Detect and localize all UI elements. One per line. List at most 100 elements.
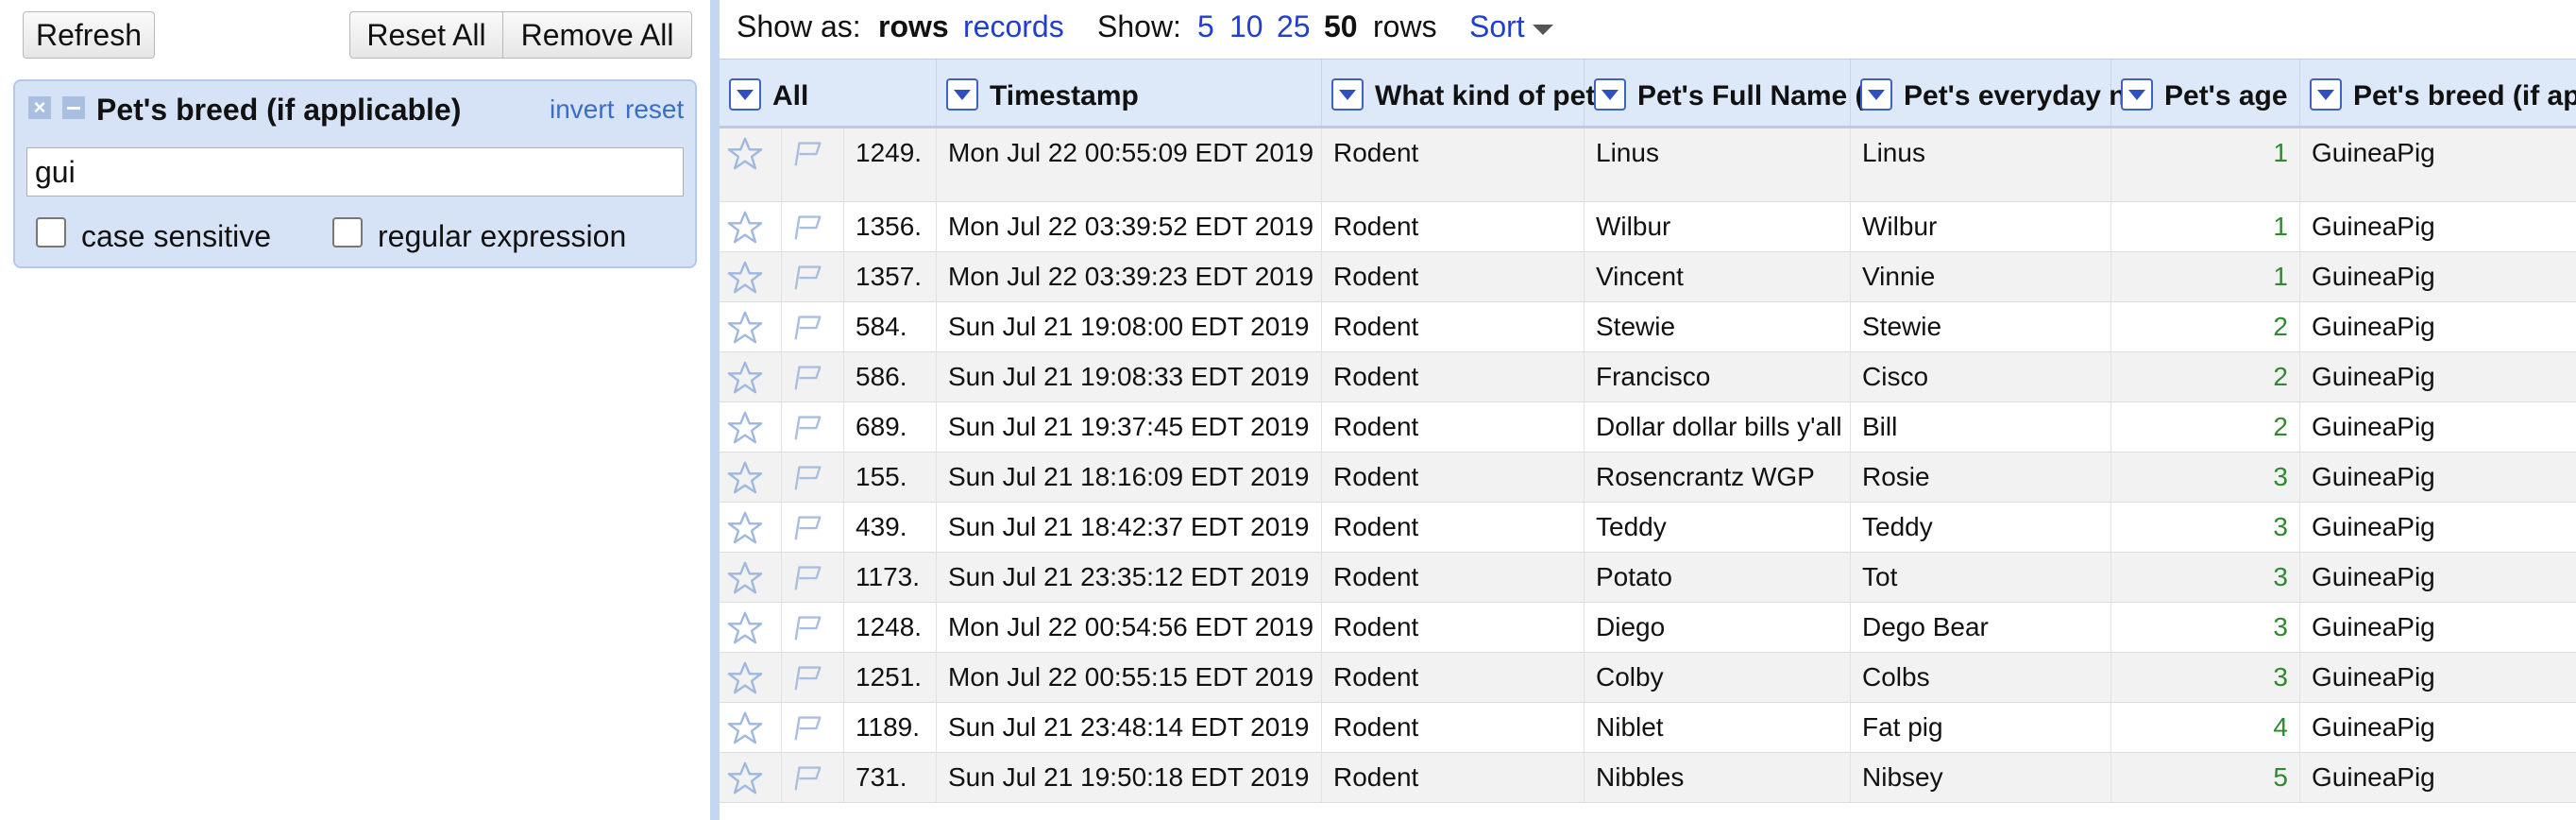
column-header-kind[interactable]: What kind of pet — [1322, 60, 1595, 126]
cell-age: 2 — [2111, 302, 2300, 351]
column-header-age[interactable]: Pet's age — [2111, 60, 2300, 126]
star-icon[interactable] — [727, 210, 763, 246]
star-icon[interactable] — [727, 460, 763, 496]
chevron-down-icon[interactable] — [946, 78, 978, 111]
facet-search-input[interactable] — [26, 147, 684, 196]
flag-icon[interactable] — [789, 710, 825, 746]
column-header-breed[interactable]: Pet's breed (if ap — [2300, 60, 2576, 126]
column-header-all[interactable]: All — [720, 60, 937, 126]
row-index: 439. — [844, 503, 937, 552]
facet-header: × Pet's breed (if applicable) invert res… — [15, 81, 695, 138]
cell-text: 584. — [856, 312, 907, 341]
flag-icon[interactable] — [789, 660, 825, 696]
star-cell — [720, 553, 782, 602]
star-cell — [720, 703, 782, 752]
cell-full-name: Stewie — [1585, 302, 1851, 351]
cell-full-name: Niblet — [1585, 703, 1851, 752]
flag-icon[interactable] — [789, 510, 825, 546]
cell-text: Sun Jul 21 19:50:18 EDT 2019 — [948, 762, 1310, 792]
mode-rows: rows — [878, 9, 949, 43]
star-icon[interactable] — [727, 660, 763, 696]
flag-cell — [782, 553, 844, 602]
chevron-down-icon[interactable] — [1331, 78, 1364, 111]
cell-text: Sun Jul 21 19:08:00 EDT 2019 — [948, 312, 1310, 341]
cell-kind: Rodent — [1322, 703, 1585, 752]
mode-records-link[interactable]: records — [963, 9, 1064, 43]
cell-everyday-name: Rosie — [1851, 453, 2111, 502]
cell-text: GuineaPig — [2312, 712, 2435, 742]
cell-text: Fat pig — [1862, 712, 1943, 742]
cell-text: Nibbles — [1596, 762, 1685, 792]
star-cell — [720, 302, 782, 351]
cell-everyday-name: Nibsey — [1851, 753, 2111, 802]
star-icon[interactable] — [727, 310, 763, 346]
column-header-full_name[interactable]: Pet's Full Name ( — [1585, 60, 1865, 126]
star-cell — [720, 128, 782, 201]
flag-cell — [782, 252, 844, 301]
chevron-down-icon[interactable] — [2310, 78, 2342, 111]
cell-text: GuineaPig — [2312, 138, 2435, 167]
page-size-5-link[interactable]: 5 — [1197, 9, 1214, 43]
cell-text: Mon Jul 22 03:39:23 EDT 2019 — [948, 262, 1314, 291]
flag-icon[interactable] — [789, 360, 825, 396]
cell-timestamp: Sun Jul 21 19:50:18 EDT 2019 — [937, 753, 1322, 802]
star-icon[interactable] — [727, 510, 763, 546]
star-icon[interactable] — [727, 136, 763, 172]
star-icon[interactable] — [727, 710, 763, 746]
cell-text: 731. — [856, 762, 907, 792]
reset-all-button[interactable]: Reset All — [350, 12, 503, 58]
star-icon[interactable] — [727, 760, 763, 796]
close-icon[interactable]: × — [28, 96, 51, 119]
flag-icon[interactable] — [789, 136, 825, 172]
facet-reset-link[interactable]: reset — [625, 94, 685, 124]
flag-icon[interactable] — [789, 560, 825, 596]
cell-full-name: Teddy — [1585, 503, 1851, 552]
cell-breed: GuineaPig — [2300, 603, 2576, 652]
flag-icon[interactable] — [789, 310, 825, 346]
cell-breed: GuineaPig — [2300, 252, 2576, 301]
sort-menu[interactable]: Sort — [1469, 9, 1553, 44]
star-icon[interactable] — [727, 360, 763, 396]
case-sensitive-checkbox[interactable] — [36, 217, 66, 248]
star-cell — [720, 653, 782, 702]
minimize-icon[interactable] — [62, 96, 85, 119]
cell-text: 1249. — [856, 138, 923, 167]
facet-invert-link[interactable]: invert — [550, 94, 615, 124]
flag-icon[interactable] — [789, 210, 825, 246]
cell-everyday-name: Fat pig — [1851, 703, 2111, 752]
cell-text: GuineaPig — [2312, 262, 2435, 291]
refresh-button[interactable]: Refresh — [23, 11, 155, 59]
column-header-everyday[interactable]: Pet's everyday n — [1851, 60, 2127, 126]
flag-icon[interactable] — [789, 610, 825, 646]
cell-text: Francisco — [1596, 362, 1711, 391]
cell-age: 3 — [2111, 553, 2300, 602]
chevron-down-icon[interactable] — [1860, 78, 1892, 111]
flag-icon[interactable] — [789, 460, 825, 496]
star-icon[interactable] — [727, 560, 763, 596]
star-icon[interactable] — [727, 610, 763, 646]
cell-everyday-name: Colbs — [1851, 653, 2111, 702]
cell-text: Rodent — [1333, 412, 1419, 441]
column-header-timestamp[interactable]: Timestamp — [937, 60, 1322, 126]
star-icon[interactable] — [727, 260, 763, 296]
regular-expression-checkbox[interactable] — [332, 217, 363, 248]
remove-all-button[interactable]: Remove All — [520, 18, 674, 52]
panel-divider[interactable] — [710, 0, 720, 820]
chevron-down-icon[interactable] — [1594, 78, 1626, 111]
cell-timestamp: Sun Jul 21 18:16:09 EDT 2019 — [937, 453, 1322, 502]
flag-icon[interactable] — [789, 260, 825, 296]
page-size-10-link[interactable]: 10 — [1229, 9, 1263, 43]
page-size-25-link[interactable]: 25 — [1277, 9, 1311, 43]
cell-everyday-name: Stewie — [1851, 302, 2111, 351]
chevron-down-icon[interactable] — [2121, 78, 2153, 111]
cell-text: GuineaPig — [2312, 462, 2435, 491]
flag-icon[interactable] — [789, 410, 825, 446]
cell-text: 1 — [2273, 138, 2288, 167]
star-icon[interactable] — [727, 410, 763, 446]
row-index: 586. — [844, 352, 937, 401]
cell-text: 2 — [2273, 362, 2288, 391]
flag-cell — [782, 302, 844, 351]
chevron-down-icon[interactable] — [729, 78, 761, 111]
cell-full-name: Diego — [1585, 603, 1851, 652]
flag-icon[interactable] — [789, 760, 825, 796]
